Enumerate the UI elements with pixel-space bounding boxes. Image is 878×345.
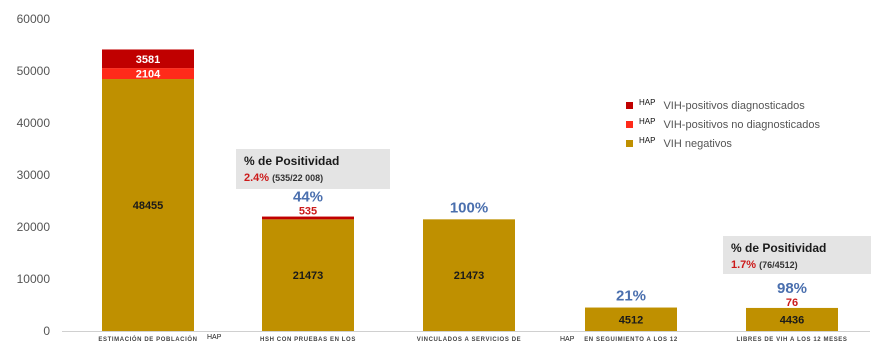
y-tick-label: 10000 — [17, 272, 51, 286]
y-tick-label: 40000 — [17, 116, 51, 130]
legend-hap-marker: HAP — [639, 98, 656, 107]
positivity-title: % de Positividad — [244, 154, 340, 168]
positivity-detail: (535/22 008) — [272, 173, 324, 183]
bar-value-label: 4512 — [619, 314, 643, 326]
category-label: HSH CON PRUEBAS EN LOS — [260, 337, 356, 343]
positive-count-label: 76 — [786, 297, 798, 309]
bar-segment — [102, 68, 194, 80]
legend-swatch — [626, 102, 633, 109]
positivity-box-2: % de Positividad 1.7% (76/4512) — [723, 236, 871, 274]
legend-label: VIH-positivos diagnosticados — [663, 99, 805, 112]
bar-segment — [423, 219, 515, 331]
y-tick-label: 50000 — [17, 64, 51, 78]
y-tick-label: 20000 — [17, 220, 51, 234]
legend-label: VIH-positivos no diagnosticados — [663, 118, 820, 131]
category-label: ESTIMACIÓN DE POBLACIÓN — [98, 335, 197, 343]
percentage-label: 100% — [450, 199, 488, 216]
y-tick-label: 30000 — [17, 168, 51, 182]
positivity-value: 2.4% — [244, 172, 270, 184]
positive-count-label: 535 — [299, 206, 317, 218]
category-label: LIBRES DE VIH A LOS 12 MESES — [736, 337, 847, 343]
positivity-value: 1.7% — [731, 259, 757, 271]
percentage-label: 98% — [777, 280, 807, 297]
bar-segment — [102, 79, 194, 331]
bar-value-label: 4436 — [780, 314, 804, 326]
bar-segment — [746, 307, 838, 331]
legend-hap-marker: HAP — [639, 117, 656, 126]
legend-hap-marker: HAP — [639, 136, 656, 145]
bar-segment — [262, 219, 354, 331]
percentage-label: 21% — [616, 288, 646, 305]
y-tick-label: 60000 — [17, 12, 51, 26]
category-label: VINCULADOS A SERVICIOS DE — [417, 337, 521, 343]
bar-value-label: 21473 — [454, 270, 485, 282]
legend-item: HAP VIH-positivos no diagnosticados — [626, 115, 820, 134]
category-label: EN SEGUIMIENTO A LOS 12 — [584, 337, 678, 343]
bar-value-label: 21473 — [293, 270, 324, 282]
bar-segment — [102, 49, 194, 69]
bar-segment — [585, 307, 677, 331]
legend-label: VIH negativos — [663, 137, 732, 150]
bar-value-label: 2104 — [136, 69, 161, 81]
hap-marker: HAP — [560, 336, 575, 343]
chart-legend: HAP VIH-positivos diagnosticados HAP VIH… — [626, 96, 820, 153]
y-tick-label: 0 — [43, 324, 50, 338]
bar-value-label: 48455 — [133, 200, 164, 212]
legend-swatch — [626, 121, 633, 128]
positivity-box-1: % de Positividad 2.4% (535/22 008) — [236, 149, 390, 189]
positivity-detail: (76/4512) — [759, 260, 798, 270]
bar-value-label: 3581 — [136, 54, 160, 66]
hap-marker: HAP — [207, 334, 222, 341]
legend-item: HAP VIH-positivos diagnosticados — [626, 96, 820, 115]
positivity-title: % de Positividad — [731, 241, 827, 255]
percentage-label: 44% — [293, 189, 323, 206]
bar-segment — [262, 216, 354, 220]
legend-swatch — [626, 140, 633, 147]
legend-item: HAP VIH negativos — [626, 134, 820, 153]
